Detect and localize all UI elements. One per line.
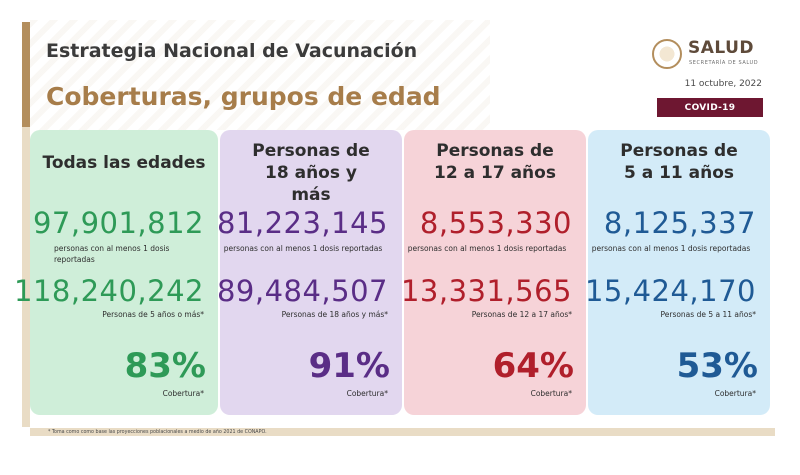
population-description: Personas de 5 años o más* (102, 310, 204, 319)
seal-icon (652, 39, 682, 69)
population-description: Personas de 18 años y más* (281, 310, 388, 319)
coverage-label: Cobertura* (530, 389, 572, 398)
card-heading: Personas de 12 a 17 años (434, 141, 556, 183)
date-label: 11 octubre, 2022 (684, 79, 762, 89)
card-heading: Personas de 5 a 11 años (620, 141, 738, 183)
coverage-label: Cobertura* (714, 389, 756, 398)
vaccinated-count: 8,553,330 (419, 206, 572, 240)
accent-bar-light (22, 127, 30, 427)
accent-bar (22, 22, 30, 127)
logo-subtext: SECRETARÍA DE SALUD (689, 60, 759, 66)
footnote: * Toma como como base las proyecciones p… (48, 430, 267, 435)
vaccinated-description: personas con al menos 1 dosis reportadas (407, 244, 567, 253)
population-count: 15,424,170 (584, 274, 756, 308)
page-subtitle: Coberturas, grupos de edad (46, 82, 441, 111)
population-count: 89,484,507 (216, 274, 388, 308)
coverage-percent: 64% (492, 346, 574, 386)
coverage-label: Cobertura* (346, 389, 388, 398)
card-5-11: Personas de 5 a 11 años 8,125,337 person… (584, 130, 770, 415)
vaccinated-description: personas con al menos 1 dosis reportadas (223, 244, 383, 253)
vaccinated-description: personas con al menos 1 dosis reportadas (54, 244, 170, 264)
card-heading: Todas las edades (42, 153, 206, 173)
logo-text: SALUD (688, 38, 755, 58)
population-description: Personas de 12 a 17 años* (471, 310, 572, 319)
background-pattern (30, 20, 490, 130)
vaccinated-count: 81,223,145 (216, 206, 388, 240)
vaccinated-count: 97,901,812 (32, 206, 204, 240)
population-count: 13,331,565 (400, 274, 572, 308)
card-12-17: Personas de 12 a 17 años 8,553,330 perso… (400, 130, 586, 415)
covid-badge: COVID-19 (657, 98, 763, 117)
coverage-label: Cobertura* (162, 389, 204, 398)
vaccinated-description: personas con al menos 1 dosis reportadas (591, 244, 751, 253)
footer-bar (30, 428, 775, 436)
card-18-plus: Personas de 18 años y más 81,223,145 per… (216, 130, 402, 415)
population-count: 118,240,242 (14, 274, 204, 308)
card-heading: Personas de 18 años y más (252, 141, 370, 205)
salud-logo: SALUD SECRETARÍA DE SALUD (652, 36, 782, 74)
coverage-percent: 83% (124, 346, 206, 386)
population-description: Personas de 5 a 11 años* (660, 310, 756, 319)
card-all-ages: Todas las edades 97,901,812 personas con… (14, 130, 218, 415)
coverage-percent: 53% (676, 346, 758, 386)
coverage-percent: 91% (308, 346, 390, 386)
vaccinated-count: 8,125,337 (603, 206, 756, 240)
page-title: Estrategia Nacional de Vacunación (46, 40, 418, 62)
